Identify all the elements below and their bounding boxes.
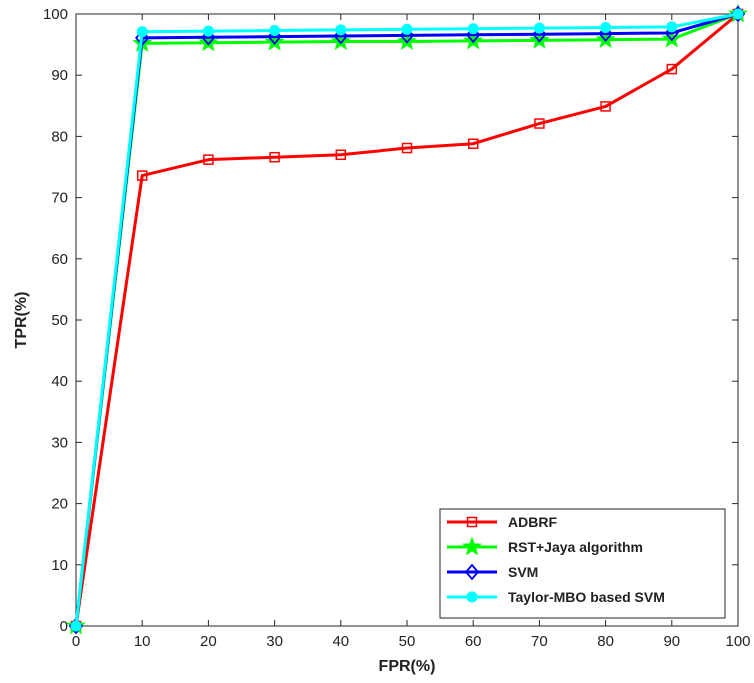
x-tick-label: 30 [266, 633, 283, 650]
x-tick-label: 70 [531, 633, 548, 650]
data-point-taylor-mbo-based-svm [202, 25, 214, 37]
data-point-rst-jaya-algorithm [264, 31, 285, 51]
x-tick-label: 100 [725, 633, 750, 650]
data-point-svm [399, 27, 415, 44]
data-point-taylor-mbo-based-svm [335, 24, 347, 36]
series-taylor-mbo-based-svm [70, 8, 744, 632]
data-point-svm [532, 25, 547, 43]
data-point-adbrf [600, 101, 611, 112]
series-line-svm [74, 12, 739, 627]
x-tick-label: 20 [200, 633, 217, 650]
data-point-taylor-mbo-based-svm [467, 23, 479, 35]
axis-ticks: 0 10 20 30 40 50 60 70 80 90 100 0 10 20 30 40 50 60 70 80 9… [43, 6, 751, 650]
y-tick-label: 70 [51, 190, 68, 207]
data-point-taylor-mbo-based-svm [732, 8, 744, 20]
x-tick-label: 80 [597, 633, 614, 650]
data-point-svm [267, 28, 282, 46]
series-svm [68, 5, 746, 635]
data-point-adbrf [136, 170, 148, 181]
y-tick-label: 10 [51, 557, 68, 574]
x-tick-label: 90 [663, 633, 680, 650]
legend-box [439, 508, 726, 619]
data-point-adbrf [467, 138, 479, 149]
x-axis-title: FPR(%) [379, 658, 436, 675]
data-point-taylor-mbo-based-svm [136, 26, 148, 38]
data-point-adbrf [666, 63, 678, 75]
data-point-svm [201, 28, 216, 46]
x-tick-label: 40 [332, 633, 349, 650]
data-point-taylor-mbo-based-svm [600, 21, 612, 33]
data-point-taylor-mbo-based-svm [533, 22, 545, 34]
data-point-rst-jaya-algorithm [661, 28, 682, 48]
data-point-svm [466, 26, 481, 44]
y-tick-label: 60 [51, 251, 68, 268]
data-point-adbrf [534, 118, 545, 129]
y-tick-label: 100 [43, 6, 68, 23]
data-point-taylor-mbo-based-svm [269, 25, 281, 37]
legend-label-rst-jaya-algorithm: RST+Jaya algorithm [508, 539, 643, 555]
data-point-adbrf [203, 154, 214, 165]
legend-marker-rst-jaya-algorithm [462, 536, 482, 556]
x-tick-label: 0 [72, 633, 80, 650]
data-point-taylor-mbo-based-svm [401, 23, 413, 35]
x-tick-label: 50 [399, 633, 416, 650]
data-point-taylor-mbo-based-svm [70, 620, 82, 632]
y-tick-label: 50 [51, 312, 68, 329]
y-tick-label: 40 [51, 373, 68, 390]
legend-marker-adbrf [466, 516, 478, 528]
legend-marker-taylor-mbo-based-svm [466, 591, 478, 603]
data-point-svm [598, 25, 613, 42]
data-point-svm [664, 24, 679, 42]
legend-label-adbrf: ADBRF [508, 514, 557, 530]
data-point-adbrf [269, 151, 280, 163]
data-point-taylor-mbo-based-svm [666, 21, 678, 33]
legend-label-taylor-mbo-based-svm: Taylor-MBO based SVM [508, 589, 665, 605]
data-point-rst-jaya-algorithm [463, 30, 484, 50]
data-point-adbrf [401, 142, 413, 154]
y-tick-label: 0 [60, 618, 68, 635]
y-tick-label: 80 [51, 128, 68, 145]
series-line-adbrf [74, 12, 739, 627]
y-tick-label: 20 [51, 496, 68, 513]
series-layer [66, 3, 748, 635]
data-point-adbrf [335, 149, 347, 161]
y-tick-label: 30 [51, 434, 68, 451]
data-point-rst-jaya-algorithm [330, 31, 351, 50]
y-axis-title: TPR(%) [13, 292, 30, 349]
legend-label-svm: SVM [508, 564, 538, 580]
x-tick-label: 10 [134, 633, 151, 650]
legend-marker-svm [464, 563, 480, 581]
data-point-rst-jaya-algorithm [595, 29, 616, 49]
data-point-rst-jaya-algorithm [529, 29, 550, 49]
y-tick-label: 90 [51, 67, 68, 84]
data-point-svm [333, 27, 348, 45]
legend: ADBRF RST+Jaya algorithm SVM Taylor-MBO bas… [439, 508, 726, 619]
data-point-rst-jaya-algorithm [198, 32, 219, 52]
x-tick-label: 60 [465, 633, 482, 650]
data-point-rst-jaya-algorithm [397, 31, 417, 50]
